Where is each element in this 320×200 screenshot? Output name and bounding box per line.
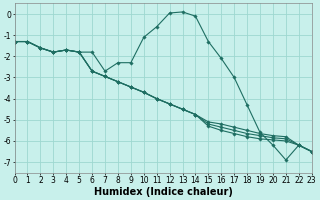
- X-axis label: Humidex (Indice chaleur): Humidex (Indice chaleur): [94, 187, 233, 197]
